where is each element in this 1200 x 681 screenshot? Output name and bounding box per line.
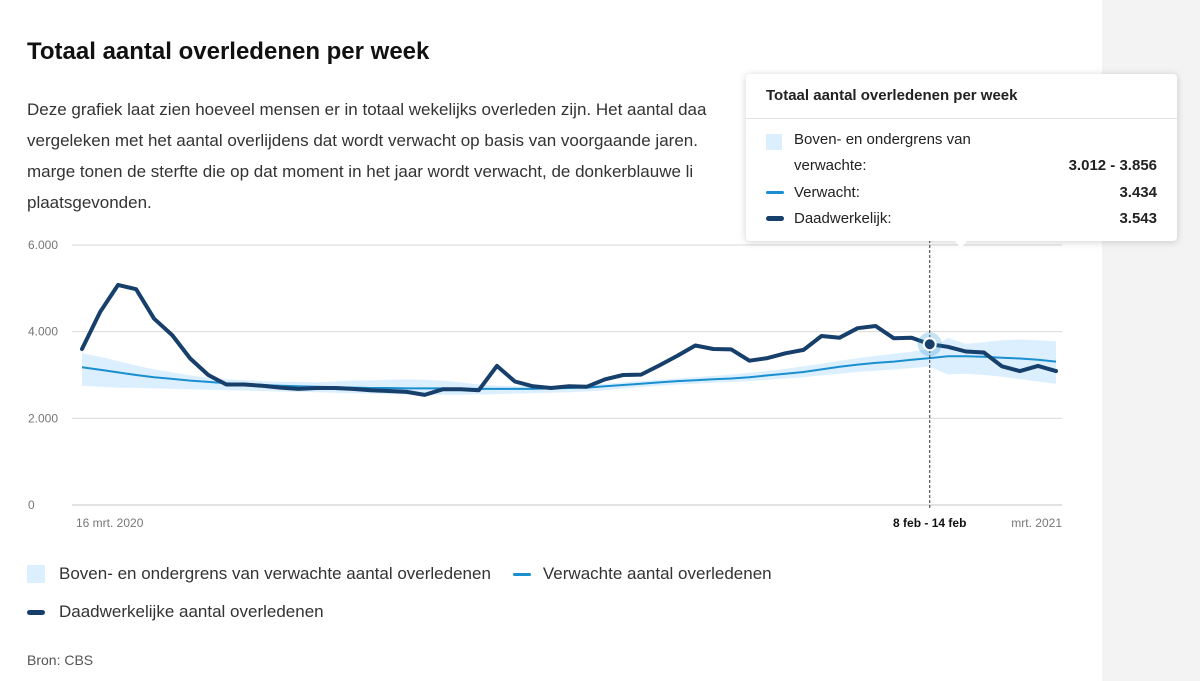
- x-tick-label: mrt. 2021: [1011, 516, 1062, 530]
- tooltip-expected-label: Verwacht:: [794, 184, 860, 201]
- tooltip-expected-row: Verwacht: 3.434: [766, 184, 1157, 201]
- actual-line-icon: [766, 216, 784, 221]
- tooltip-band-label-2: verwachte:: [794, 157, 867, 174]
- legend-item-expected[interactable]: Verwachte aantal overledenen: [512, 564, 772, 584]
- legend-band-label: Boven- en ondergrens van verwachte aanta…: [59, 564, 491, 583]
- expected-line-icon: [766, 191, 784, 194]
- expected-range-band: [82, 337, 1056, 395]
- legend-row: Daadwerkelijke aantal overledenen: [27, 593, 794, 631]
- tooltip-band-label: Boven- en ondergrens van: [794, 131, 971, 148]
- hover-point: [922, 337, 937, 352]
- tooltip-actual-label: Daadwerkelijk:: [794, 210, 892, 227]
- y-tick-label: 4.000: [28, 325, 58, 339]
- band-swatch-icon: [27, 565, 45, 583]
- expected-line-icon: [512, 572, 531, 576]
- actual-deaths-line: [80, 282, 1058, 397]
- tooltip-band-row: Boven- en ondergrens van: [794, 131, 1157, 148]
- chart-grid: [72, 244, 1062, 506]
- chart-marker-layer: [917, 235, 942, 509]
- intro-text: Deze grafiek laat zien hoeveel mensen er…: [27, 94, 797, 218]
- highlight-x-label: 8 feb - 14 feb: [893, 516, 966, 530]
- line-chart[interactable]: 0 2.000 4.000 6.000 16 mrt. 2020 mrt. 2021 8 f…: [0, 230, 1100, 540]
- intro-line: vergeleken met het aantal overlijdens da…: [27, 131, 698, 150]
- y-tick-label: 0: [28, 498, 35, 512]
- chart-actual-layer: [80, 282, 1058, 397]
- band-swatch-icon: [766, 134, 782, 150]
- tooltip-band-row-2: verwachte: 3.012 - 3.856: [794, 157, 1157, 174]
- chart-axis-layer: 0 2.000 4.000 6.000 16 mrt. 2020 mrt. 2021 8 f…: [28, 238, 1062, 532]
- intro-line: plaatsgevonden.: [27, 193, 152, 212]
- tooltip-expected-value: 3.434: [1119, 184, 1157, 201]
- source-note: Bron: CBS: [27, 652, 94, 668]
- y-tick-label: 6.000: [28, 238, 58, 252]
- legend-row: Boven- en ondergrens van verwachte aanta…: [27, 555, 794, 593]
- intro-line: marge tonen de sterfte die op dat moment…: [27, 162, 694, 181]
- actual-line-icon: [27, 609, 45, 615]
- chart-legend: Boven- en ondergrens van verwachte aanta…: [27, 555, 794, 631]
- tooltip-band-value: 3.012 - 3.856: [1068, 157, 1157, 174]
- page-title: Totaal aantal overledenen per week: [27, 38, 430, 65]
- tooltip-caret: [955, 241, 967, 248]
- tooltip-actual-row: Daadwerkelijk: 3.543: [766, 210, 1157, 227]
- legend-item-band[interactable]: Boven- en ondergrens van verwachte aanta…: [27, 564, 491, 584]
- legend-item-actual[interactable]: Daadwerkelijke aantal overledenen: [27, 602, 324, 622]
- chart-tooltip: Totaal aantal overledenen per week Boven…: [746, 74, 1177, 248]
- legend-expected-label: Verwachte aantal overledenen: [542, 564, 772, 583]
- intro-line: Deze grafiek laat zien hoeveel mensen er…: [27, 100, 707, 119]
- tooltip-title: Totaal aantal overledenen per week: [746, 74, 1177, 119]
- chart-band-layer: [82, 337, 1056, 395]
- x-tick-label: 16 mrt. 2020: [76, 516, 144, 530]
- highlight-label-background: [883, 514, 976, 532]
- legend-actual-label: Daadwerkelijke aantal overledenen: [59, 602, 324, 621]
- y-tick-label: 2.000: [28, 411, 58, 425]
- tooltip-actual-value: 3.543: [1119, 210, 1157, 227]
